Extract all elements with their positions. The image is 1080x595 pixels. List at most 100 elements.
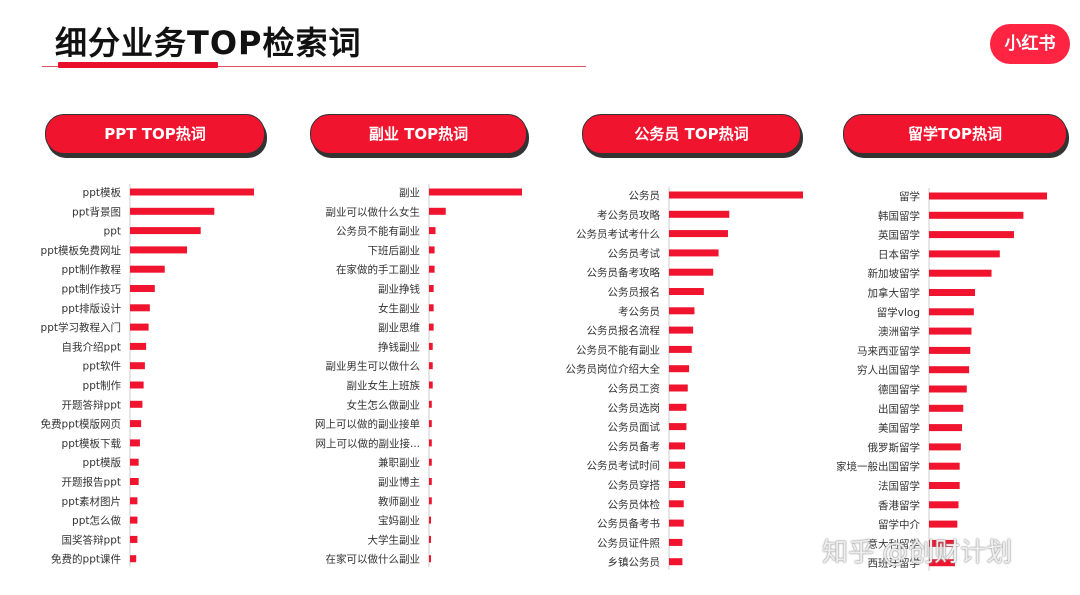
category-label: 公务员证件照 <box>597 536 660 549</box>
bar <box>669 500 684 508</box>
category-label: 自我介绍ppt <box>62 340 121 353</box>
category-label: 国奖答辩ppt <box>62 533 121 546</box>
category-label: 留学 <box>899 190 920 203</box>
bar <box>130 458 139 466</box>
bar <box>429 400 432 408</box>
bar <box>130 285 155 292</box>
category-label: 公务员考试时间 <box>587 459 661 472</box>
category-label: 西班牙留学 <box>868 557 921 570</box>
category-label: 美国留学 <box>878 422 920 435</box>
bar <box>929 482 960 489</box>
bar <box>130 420 142 428</box>
category-label: 公务员报名 <box>608 286 661 299</box>
category-label: 德国留学 <box>878 383 920 396</box>
bar <box>669 403 687 411</box>
category-label: 新加坡留学 <box>868 267 921 280</box>
bar <box>669 268 714 276</box>
bar <box>669 210 730 218</box>
bar <box>130 188 254 196</box>
category-label: ppt学习教程入门 <box>41 321 121 334</box>
bar <box>669 558 683 566</box>
category-label: 免费的ppt课件 <box>51 553 121 566</box>
category-label: 挣钱副业 <box>378 340 420 353</box>
category-label: 公务员不能有副业 <box>336 225 420 238</box>
category-label: 家境一般出国留学 <box>836 460 920 473</box>
chart-title-side-job: 副业 TOP热词 <box>310 114 527 154</box>
bar <box>669 481 686 488</box>
category-label: 宝妈副业 <box>378 514 420 527</box>
category-label: 女生副业 <box>378 302 420 315</box>
bar <box>429 458 432 466</box>
category-label: 公务员面试 <box>608 421 661 434</box>
page-title: 细分业务TOP检索词 <box>55 24 362 62</box>
bar <box>669 423 687 431</box>
bar <box>929 462 960 470</box>
category-label: 澳洲留学 <box>878 325 920 338</box>
bar <box>429 439 432 447</box>
category-label: ppt模板免费网址 <box>41 244 122 257</box>
bar <box>929 308 974 316</box>
bar <box>130 246 188 254</box>
category-label: 考公务员 <box>618 305 660 318</box>
bar <box>130 478 139 485</box>
category-label: 大学生副业 <box>368 533 421 546</box>
category-label: ppt背景图 <box>72 205 121 218</box>
bar <box>929 559 955 567</box>
category-label: 网上可以做的副业接... <box>315 437 420 450</box>
bar <box>929 404 964 412</box>
category-label: ppt模板 <box>83 186 122 199</box>
category-label: 公务员报名流程 <box>587 324 661 337</box>
category-label: 副业思维 <box>378 321 420 334</box>
chart-title-ppt: PPT TOP热词 <box>45 114 265 154</box>
bar <box>429 381 433 389</box>
watermark: 知乎 @创财计划 <box>822 538 1013 568</box>
bar <box>929 443 961 451</box>
category-label: 免费ppt模版网页 <box>41 418 121 431</box>
bar <box>929 346 971 354</box>
category-label: 意大利留学 <box>868 537 921 550</box>
bar <box>130 535 138 543</box>
category-label: 副业博主 <box>378 476 420 489</box>
chart-1: 副业副业可以做什么女生公务员不能有副业下班后副业在家做的手工副业副业挣钱女生副业… <box>315 184 522 567</box>
category-label: 副业女生上班族 <box>347 379 421 392</box>
bar <box>929 327 972 335</box>
category-label: 公务员备考攻略 <box>587 266 661 279</box>
category-label: ppt制作技巧 <box>62 283 122 296</box>
category-label: 公务员备考书 <box>597 517 660 530</box>
category-label: 英国留学 <box>878 229 920 242</box>
bar <box>130 323 149 331</box>
category-label: 公务员 <box>629 189 661 202</box>
category-label: 公务员备考 <box>608 440 661 453</box>
category-label: 留学vlog <box>877 306 920 319</box>
bar <box>929 366 970 374</box>
bar <box>429 246 435 254</box>
bar <box>130 342 147 350</box>
bar <box>669 345 692 353</box>
xiaohongshu-logo: 小红书 <box>990 24 1070 64</box>
category-label: 副业男生可以做什么 <box>326 360 421 373</box>
bar <box>929 192 1047 200</box>
category-label: ppt制作教程 <box>62 263 122 276</box>
bar <box>669 461 686 469</box>
bar <box>130 227 201 235</box>
category-label: 副业 <box>399 187 420 199</box>
bar <box>929 501 959 509</box>
bar <box>429 323 434 331</box>
bar <box>669 191 803 199</box>
bar <box>669 442 686 450</box>
category-label: 在家做的手工副业 <box>336 263 420 276</box>
bar <box>130 265 165 273</box>
category-label: 乡镇公务员 <box>608 556 661 569</box>
bar <box>429 285 434 292</box>
category-label: ppt模板下载 <box>62 437 122 450</box>
category-label: 日本留学 <box>878 248 920 261</box>
bar <box>429 555 431 563</box>
bar <box>429 227 436 235</box>
category-label: 网上可以做的副业接单 <box>315 418 420 431</box>
bar <box>130 516 138 524</box>
bar <box>429 478 432 485</box>
bar <box>130 304 150 312</box>
category-label: ppt软件 <box>83 360 121 373</box>
category-label: 兼职副业 <box>378 456 420 469</box>
